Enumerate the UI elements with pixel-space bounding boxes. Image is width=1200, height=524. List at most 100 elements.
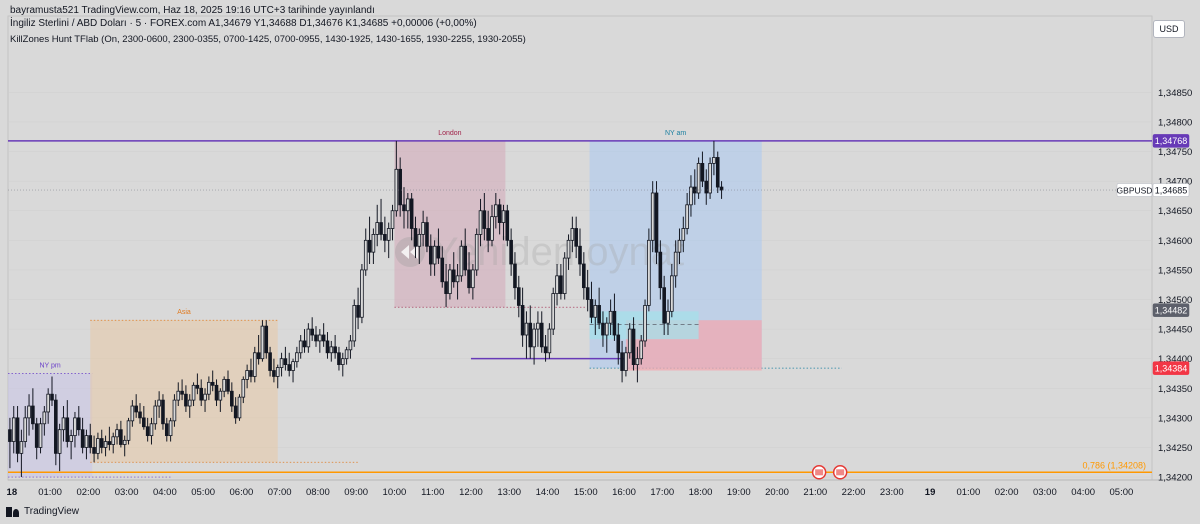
candle-body	[88, 435, 93, 448]
y-tick-label: 1,34400	[1158, 354, 1192, 365]
currency-button[interactable]: USD	[1153, 20, 1185, 38]
candle-body	[207, 381, 211, 395]
candle-body	[352, 305, 357, 342]
candle-body	[65, 417, 70, 442]
candle-body	[291, 361, 295, 371]
y-tick-label: 1,34550	[1158, 265, 1192, 276]
candle-body	[161, 399, 165, 425]
candle-body	[164, 423, 169, 437]
candle-body	[329, 346, 334, 354]
price-label-text: 1,34768	[1155, 136, 1188, 146]
candle-body	[34, 423, 39, 448]
candle-body	[275, 367, 280, 377]
candle-body	[214, 384, 219, 401]
candle-body	[486, 228, 490, 241]
candle-body	[92, 447, 96, 454]
candle-body	[505, 210, 510, 241]
candle-body	[272, 370, 276, 377]
x-tick-label: 04:00	[1071, 487, 1095, 498]
candle-body	[195, 384, 200, 389]
symbol-tag	[1116, 183, 1153, 197]
x-tick-label: 17:00	[650, 487, 674, 498]
candle-body	[31, 405, 35, 425]
candle-body	[539, 322, 544, 348]
candle-body	[264, 325, 269, 354]
candle-body	[157, 399, 161, 407]
candle-body	[582, 263, 586, 289]
candle-body	[375, 222, 380, 235]
candle-body	[153, 405, 158, 425]
x-tick-label: 18:00	[689, 487, 713, 498]
candle-body	[559, 275, 563, 294]
candle-body	[310, 328, 314, 336]
candle-body	[463, 245, 468, 271]
candle-body	[662, 287, 666, 324]
candle-body	[413, 228, 418, 247]
y-tick-label: 1,34800	[1158, 117, 1192, 128]
candle-body	[383, 234, 387, 241]
candle-body	[187, 399, 192, 407]
candle-body	[712, 157, 716, 164]
candle-body	[612, 310, 617, 336]
candle-body	[635, 358, 640, 366]
price-label-text: 1,34384	[1155, 363, 1188, 373]
sell-zone	[625, 320, 762, 371]
candle-body	[176, 390, 181, 401]
candle-body	[647, 239, 651, 306]
y-tick-label: 1,34450	[1158, 325, 1192, 336]
price-label-text: 1,34482	[1155, 305, 1188, 315]
candle-body	[356, 305, 360, 318]
candle-body	[226, 378, 230, 392]
candle-body	[386, 228, 391, 241]
candle-body	[555, 275, 559, 294]
price-label-symbol	[1152, 183, 1190, 197]
candle-body	[643, 305, 647, 342]
candle-body	[333, 346, 337, 354]
candle-body	[38, 423, 43, 448]
candle-body	[482, 210, 487, 229]
candle-body	[314, 334, 318, 342]
candle-body	[448, 269, 452, 294]
y-tick-label: 1,34650	[1158, 206, 1192, 217]
candle-body	[513, 263, 517, 289]
candle-body	[96, 438, 100, 454]
candle-body	[570, 228, 575, 241]
candle-body	[184, 393, 188, 407]
x-tick-label: 05:00	[1110, 487, 1134, 498]
candle-body	[42, 411, 47, 425]
candle-body	[245, 370, 249, 380]
candle-body	[134, 405, 138, 413]
candle-body	[417, 234, 422, 247]
candle-body	[348, 340, 353, 351]
indicator-legend[interactable]: KillZones Hunt TFlab (On, 2300-0600, 230…	[10, 34, 526, 45]
candle-body	[624, 352, 628, 371]
candle-body	[589, 299, 594, 318]
candle-body	[524, 322, 529, 336]
candle-body	[627, 328, 632, 354]
session-label: London	[438, 130, 461, 137]
candle-body	[287, 364, 292, 371]
candle-body	[145, 426, 150, 437]
candle-body	[394, 168, 399, 212]
x-tick-label: 13:00	[497, 487, 521, 498]
candle-body	[444, 281, 448, 294]
candle-body	[279, 358, 284, 368]
candle-body	[631, 328, 636, 366]
session-box	[394, 140, 506, 308]
candle-body	[172, 399, 177, 422]
candle-body	[19, 441, 24, 454]
x-tick-label: 03:00	[1033, 487, 1057, 498]
x-tick-label: 02:00	[995, 487, 1019, 498]
buy-zone	[589, 311, 699, 340]
candle-body	[256, 352, 261, 360]
candle-body	[283, 358, 288, 366]
y-tick-label: 1,34350	[1158, 384, 1192, 395]
y-tick-label: 1,34300	[1158, 413, 1192, 424]
candle-body	[230, 390, 234, 407]
candle-body	[306, 328, 311, 348]
y-tick-label: 1,34200	[1158, 473, 1192, 484]
candle-body	[363, 239, 368, 271]
session-label: Asia	[177, 309, 191, 316]
candle-body	[608, 310, 613, 324]
